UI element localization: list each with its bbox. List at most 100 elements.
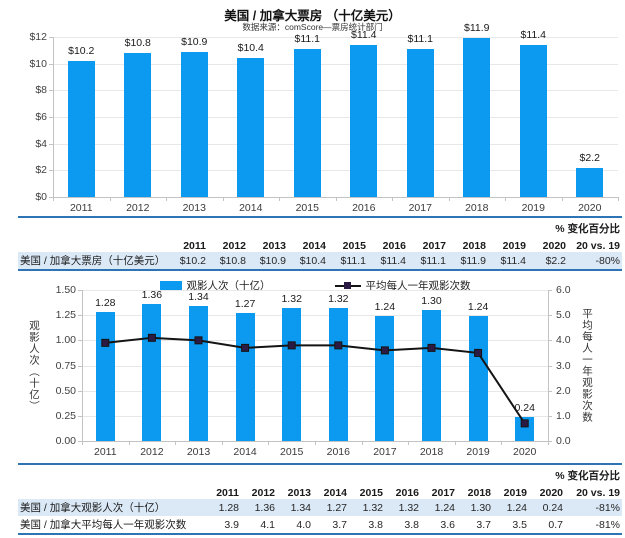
right-tick [548, 290, 552, 291]
bar-2015 [293, 49, 321, 197]
cell-2020: 0.7 [548, 518, 563, 531]
x-label-2016: 2016 [352, 202, 376, 214]
bar-2017 [375, 316, 395, 441]
bar-value-2014: $10.4 [237, 42, 264, 55]
header-2016: 2016 [382, 240, 406, 252]
cell-2015: $11.1 [340, 254, 367, 267]
y-tick-label: $2 [35, 164, 47, 177]
row-label: 美国 / 加拿大票房（十亿美元） [20, 255, 166, 267]
change-header-top: % 变化百分比 [555, 470, 620, 482]
bar-2019 [468, 316, 488, 441]
bar-2012 [142, 304, 162, 441]
x-label-2020: 2020 [578, 202, 602, 214]
bar-value-2014: 1.27 [234, 298, 256, 311]
data-table: 2011 2012 2013 2014 2015 2016 2017 2018 2019 2020… [18, 216, 622, 271]
left-tick-label: 0.75 [55, 359, 76, 372]
x-tick [128, 441, 130, 445]
header-2020: 2020 [542, 240, 566, 252]
x-label-2014: 2014 [239, 202, 263, 214]
bar-2020 [515, 416, 535, 441]
y-tick [49, 170, 53, 172]
gridline [53, 143, 618, 145]
gridline [53, 90, 618, 92]
bar-2016 [328, 308, 348, 441]
y-axis-line [53, 37, 54, 197]
header-change: 20 vs. 19 [576, 487, 620, 499]
right-tick [548, 441, 552, 442]
x-tick [166, 197, 167, 201]
bar-2015 [282, 308, 302, 441]
bar-value-2015: 1.32 [281, 293, 302, 306]
bar-value-2013: $10.9 [181, 35, 208, 48]
bar-2014 [237, 58, 265, 197]
bar-value-2017: 1.24 [374, 301, 396, 314]
cell-2019: $11.4 [500, 254, 527, 267]
line-path [105, 336, 526, 424]
x-tick [222, 197, 224, 201]
row-label: 美国 / 加拿大平均每人一年观影次数 [20, 519, 187, 531]
cell-2014: 3.7 [332, 518, 347, 531]
left-tick [78, 315, 82, 317]
cell-2020: $2.2 [545, 254, 566, 267]
bar-2018 [422, 310, 441, 441]
x-label-2015: 2015 [295, 202, 319, 214]
bar-value-2012: $10.8 [124, 37, 151, 49]
cell-2019: 1.24 [506, 501, 527, 514]
x-label-2011: 2011 [69, 202, 93, 214]
legend-item-admissions: 观影人次（十亿） [159, 278, 271, 293]
legend-item-per-capita: 平均每人一年观影次数 [334, 278, 471, 293]
x-label-2015: 2015 [280, 446, 304, 458]
right-axis-line [548, 290, 549, 441]
x-label-2014: 2014 [233, 446, 257, 458]
cell-2015: 3.8 [368, 518, 383, 531]
cell-2018: 1.30 [470, 501, 491, 514]
bar-value-2016: $11.4 [351, 29, 377, 41]
cell-2016: $11.4 [380, 254, 407, 267]
per-capita-line-icon [334, 281, 361, 290]
right-tick-label: 2.0 [556, 384, 571, 397]
bar-value-2019: $11.4 [520, 29, 547, 41]
cell-2011: 1.28 [218, 501, 239, 514]
right-tick-label: 3.0 [556, 359, 571, 372]
x-label-2016: 2016 [326, 446, 350, 458]
cell-change: -81% [595, 518, 620, 531]
cell-2015: 1.32 [362, 501, 383, 514]
bar-value-2011: $10.2 [68, 45, 95, 57]
y-tick [49, 90, 53, 92]
header-2017: 2017 [431, 487, 455, 499]
cell-change: -80% [595, 254, 620, 267]
cell-2013: $10.9 [259, 254, 286, 267]
bar-2011 [67, 61, 95, 197]
x-label-2019: 2019 [521, 202, 545, 214]
header-2018: 2018 [462, 240, 486, 252]
bar-value-2017: $11.1 [407, 33, 434, 45]
cell-2013: 4.0 [296, 518, 311, 531]
x-tick [501, 441, 503, 445]
header-2019: 2019 [503, 487, 527, 499]
cell-2011: 3.9 [224, 518, 239, 531]
y-tick [49, 63, 53, 65]
left-tick [78, 390, 82, 392]
x-tick [175, 441, 177, 445]
x-tick [408, 441, 410, 445]
right-tick-label: 4.0 [556, 334, 571, 347]
gridline [53, 63, 618, 65]
header-2015: 2015 [359, 487, 383, 499]
row-label: 美国 / 加拿大观影人次（十亿） [20, 502, 166, 514]
left-tick [78, 365, 82, 367]
legend-label-admissions: 观影人次（十亿） [186, 280, 271, 292]
x-label-2017: 2017 [408, 202, 432, 214]
x-tick [561, 197, 563, 201]
y-tick-label: $6 [35, 111, 47, 123]
bar-2013 [189, 306, 208, 441]
y-tick [49, 143, 53, 145]
header-2016: 2016 [395, 487, 419, 499]
gridline [82, 290, 548, 291]
bar-value-2013: 1.34 [188, 291, 209, 304]
cell-2017: $11.1 [420, 254, 447, 267]
x-label-2018: 2018 [419, 446, 444, 458]
right-tick [548, 365, 552, 367]
x-tick [53, 197, 54, 201]
header-2011: 2011 [183, 240, 206, 252]
left-tick [78, 441, 82, 442]
